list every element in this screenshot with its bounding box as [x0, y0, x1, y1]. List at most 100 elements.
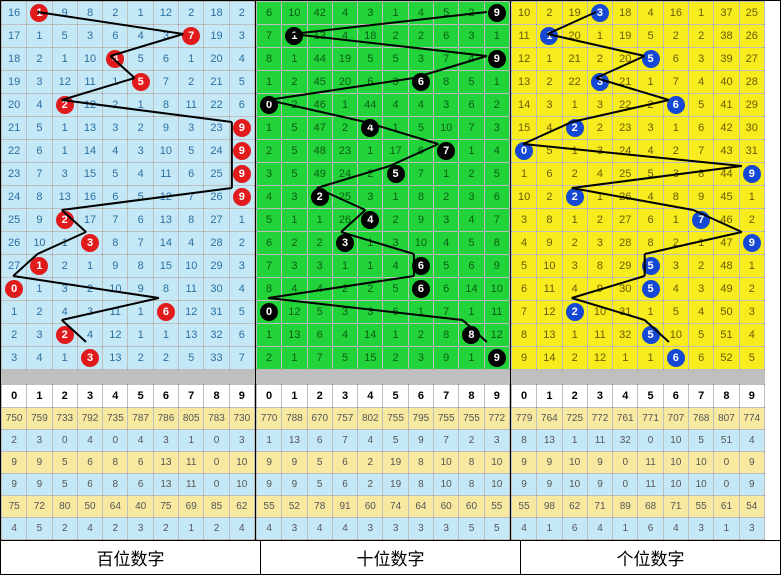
summary-cell: 8: [459, 474, 484, 496]
summary-cell: 10: [484, 452, 509, 474]
grid-cell: 5: [229, 301, 254, 324]
grid-cell: 8: [256, 48, 281, 71]
grid-cell: 18: [358, 25, 383, 48]
summary-cell: 11: [587, 430, 612, 452]
summary-cell: 1: [562, 430, 587, 452]
grid-cell: 2: [52, 324, 77, 347]
grid-cell: 12: [153, 186, 178, 209]
grid-cell: 9: [511, 347, 536, 370]
grid-cell: 3: [282, 186, 307, 209]
grid-cell: 3: [307, 255, 332, 278]
grid-cell: 28: [739, 71, 764, 94]
grid-cell: 6: [408, 255, 433, 278]
grid-cell: 2: [103, 2, 128, 25]
summary-cell: 9: [2, 452, 27, 474]
grid-cell: 10: [103, 278, 128, 301]
summary-cell: 69: [179, 496, 204, 518]
grid-cell: 1: [229, 209, 254, 232]
digit-header: 2: [52, 385, 77, 408]
summary-cell: 7: [332, 430, 357, 452]
summary-cell: 787: [128, 408, 153, 430]
summary-cell: 757: [332, 408, 357, 430]
summary-cell: 60: [358, 496, 383, 518]
grid-cell: 2: [587, 117, 612, 140]
grid-cell: 3: [103, 117, 128, 140]
grid-cell: 1: [179, 48, 204, 71]
grid-cell: 8: [408, 186, 433, 209]
grid-cell: 6: [358, 71, 383, 94]
grid-cell: 3: [587, 94, 612, 117]
grid-cell: 2: [332, 278, 357, 301]
grid-cell: 20: [2, 94, 27, 117]
grid-cell: 49: [307, 163, 332, 186]
summary-cell: 755: [383, 408, 408, 430]
summary-cell: 4: [587, 518, 612, 540]
grid-cell: 3: [52, 163, 77, 186]
hit-circle: 6: [412, 73, 430, 91]
digit-header: 3: [587, 385, 612, 408]
grid-cell: 1: [537, 48, 562, 71]
grid-cell: 50: [714, 301, 739, 324]
grid-cell: 1: [638, 347, 663, 370]
grid-cell: 3: [282, 255, 307, 278]
summary-cell: 1: [256, 430, 281, 452]
grid-cell: 4: [307, 278, 332, 301]
summary-cell: 774: [739, 408, 764, 430]
summary-cell: 6: [562, 518, 587, 540]
grid-cell: 6: [408, 278, 433, 301]
grid-cell: 7: [256, 25, 281, 48]
panel-label: 百位数字: [1, 541, 261, 574]
grid-cell: 4: [27, 94, 52, 117]
lottery-trend-chart: 1619821122182171536437193182110456120419…: [0, 0, 781, 575]
grid-cell: 1: [128, 324, 153, 347]
grid-cell: 8: [638, 232, 663, 255]
digit-header: 9: [484, 385, 509, 408]
grid-cell: 2: [739, 209, 764, 232]
grid-cell: 2: [128, 117, 153, 140]
grid-cell: 7: [408, 163, 433, 186]
summary-cell: 10: [689, 474, 714, 496]
grid-cell: 5: [638, 278, 663, 301]
grid-cell: 2: [229, 232, 254, 255]
grid-cell: 1: [511, 163, 536, 186]
grid-cell: 1: [27, 25, 52, 48]
grid-cell: 7: [128, 232, 153, 255]
grid-cell: 5: [638, 324, 663, 347]
summary-cell: 91: [332, 496, 357, 518]
grid-cell: 3: [52, 278, 77, 301]
grid-cell: 31: [739, 140, 764, 163]
grid-cell: 2: [537, 71, 562, 94]
digit-header: 3: [332, 385, 357, 408]
grid-cell: 1: [27, 255, 52, 278]
summary-cell: 1: [714, 518, 739, 540]
grid-cell: 10: [77, 48, 102, 71]
grid-cell: 14: [358, 324, 383, 347]
grid-cell: 51: [714, 324, 739, 347]
grid-cell: 8: [128, 255, 153, 278]
hit-circle: 0: [260, 303, 278, 321]
summary-cell: 4: [77, 518, 102, 540]
hit-circle: 9: [233, 188, 251, 206]
hit-circle: 3: [591, 4, 609, 22]
grid-table: 1619821122182171536437193182110456120419…: [1, 1, 255, 540]
grid-cell: 2: [459, 2, 484, 25]
grid-cell: 7: [689, 140, 714, 163]
grid-cell: 3: [408, 347, 433, 370]
grid-cell: 1: [663, 209, 688, 232]
summary-cell: 2: [52, 518, 77, 540]
spacer-cell: [77, 370, 102, 385]
grid-cell: 7: [434, 140, 459, 163]
grid-cell: 3: [358, 301, 383, 324]
grid-cell: 12: [153, 2, 178, 25]
grid-cell: 9: [739, 232, 764, 255]
grid-cell: 1: [459, 301, 484, 324]
summary-cell: 3: [27, 430, 52, 452]
grid-cell: 1: [383, 324, 408, 347]
grid-cell: 1: [358, 140, 383, 163]
grid-cell: 5: [383, 278, 408, 301]
grid-cell: 21: [204, 71, 229, 94]
grid-cell: 3: [638, 117, 663, 140]
grid-cell: 5: [282, 163, 307, 186]
grid-cell: 4: [459, 48, 484, 71]
hit-circle: 1: [540, 27, 558, 45]
